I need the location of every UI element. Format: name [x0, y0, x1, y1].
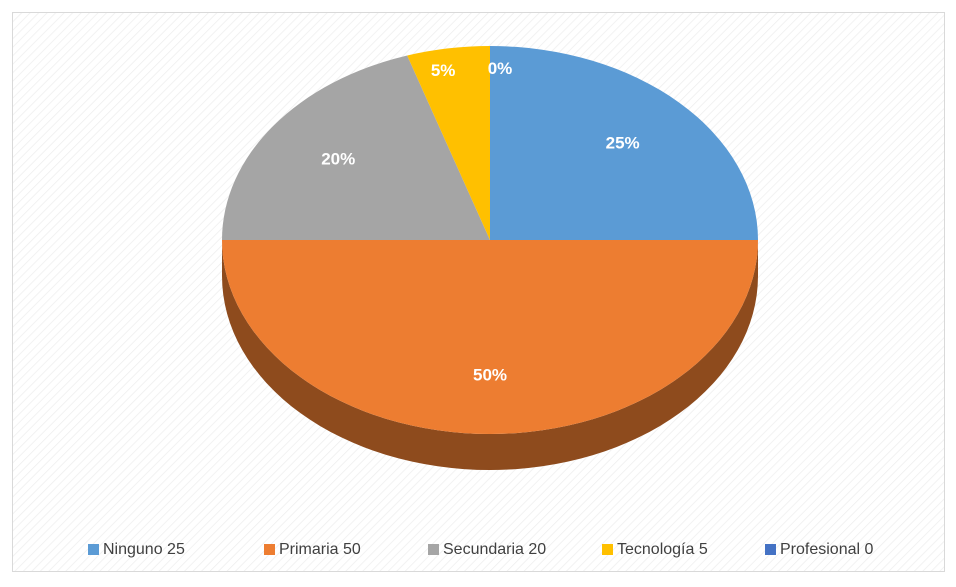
- legend: Ninguno 25 Primaria 50 Secundaria 20 Tecnol…: [88, 541, 873, 558]
- data-label: 50%: [473, 365, 507, 384]
- legend-label: Ninguno 25: [103, 541, 185, 558]
- legend-marker: [88, 544, 99, 555]
- pie-slice: [222, 240, 758, 434]
- legend-label: Secundaria 20: [443, 541, 546, 558]
- legend-label: Profesional 0: [780, 541, 873, 558]
- data-label: 5%: [431, 61, 456, 80]
- pie-slice: [222, 55, 490, 240]
- legend-marker: [428, 544, 439, 555]
- pie: 25% 50% 20% 5% 0%: [222, 46, 758, 470]
- legend-marker: [602, 544, 613, 555]
- legend-label: Tecnología 5: [617, 541, 708, 558]
- data-label: 25%: [606, 133, 640, 152]
- legend-marker: [264, 544, 275, 555]
- pie-slice: [407, 46, 490, 240]
- pie-slice: [490, 46, 758, 240]
- data-label: 0%: [488, 59, 513, 78]
- legend-marker: [765, 544, 776, 555]
- data-label: 20%: [321, 150, 355, 169]
- legend-label: Primaria 50: [279, 541, 361, 558]
- pie-slice-side: [222, 240, 758, 470]
